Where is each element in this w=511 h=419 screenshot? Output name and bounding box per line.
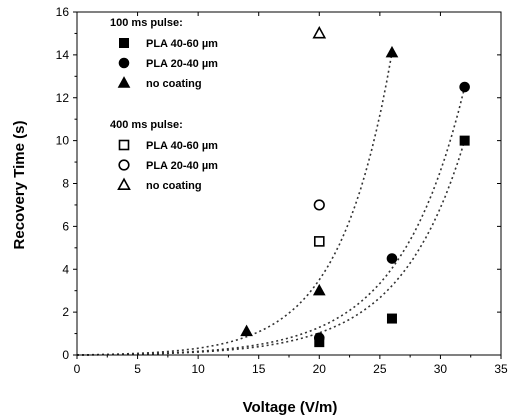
legend-label: PLA 40-60 µm (146, 140, 218, 152)
y-tick-label: 12 (56, 91, 70, 105)
x-tick-label: 30 (434, 362, 448, 376)
data-point-square-open (313, 236, 325, 247)
fit-curves (76, 52, 466, 356)
data-points (240, 25, 470, 348)
y-tick-label: 2 (62, 305, 69, 319)
y-tick-label: 4 (62, 262, 69, 276)
x-tick-label: 0 (74, 362, 81, 376)
legend-marker (118, 159, 130, 171)
data-point-circle-open (313, 199, 325, 211)
data-point-circle-filled (386, 253, 398, 264)
x-tick-label: 15 (252, 362, 266, 376)
legend-heading: 100 ms pulse: (110, 17, 183, 29)
legend-marker (117, 76, 131, 88)
legend-label: no coating (146, 78, 202, 90)
y-axis-title: Recovery Time (s) (11, 121, 28, 250)
data-point-square-filled (459, 135, 470, 146)
data-point-triangle-filled (385, 45, 399, 58)
x-tick-label: 25 (373, 362, 387, 376)
y-tick-label: 6 (62, 219, 69, 233)
y-tick-label: 14 (56, 48, 70, 62)
y-tick-label: 16 (56, 5, 70, 19)
x-tick-label: 35 (494, 362, 508, 376)
axes: 0 5 10 15 20 25 30 35 0 2 4 6 8 10 12 14 16 (56, 5, 508, 376)
x-tick-label: 5 (134, 362, 141, 376)
x-tick-label: 20 (313, 362, 327, 376)
fit-curve (76, 52, 393, 356)
data-point-square-filled (386, 313, 397, 324)
y-tick-label: 0 (62, 348, 69, 362)
legend-marker (118, 139, 130, 151)
legend-label: no coating (146, 180, 202, 192)
data-point-triangle-filled (240, 324, 253, 337)
plot-frame (76, 11, 502, 356)
data-point-triangle-filled (312, 283, 326, 296)
legend-marker (119, 38, 129, 48)
legend: 100 ms pulse: PLA 40-60 µm PLA 20-40 µm no … (110, 17, 218, 192)
legend-marker (117, 177, 131, 190)
x-axis-title: Voltage (V/m) (243, 399, 338, 416)
legend-heading: 400 ms pulse: (110, 119, 183, 131)
data-point-circle-filled (313, 332, 325, 344)
legend-marker (118, 57, 130, 69)
legend-label: PLA 20-40 µm (146, 160, 218, 172)
y-tick-label: 10 (56, 134, 70, 148)
y-tick-label: 8 (62, 177, 69, 191)
data-point-triangle-open (312, 25, 327, 39)
legend-label: PLA 40-60 µm (146, 38, 218, 50)
x-tick-label: 10 (191, 362, 205, 376)
data-point-circle-filled (459, 81, 470, 93)
legend-label: PLA 20-40 µm (146, 58, 218, 70)
